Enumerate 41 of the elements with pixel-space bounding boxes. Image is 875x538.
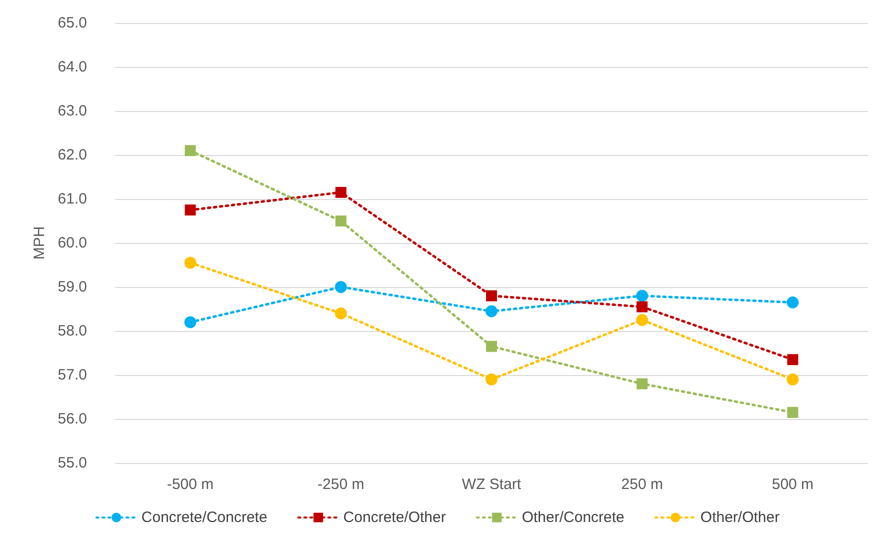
y-tick-label: 58.0 [58,322,87,340]
point [184,256,196,269]
legend-label: Concrete/Other [343,509,446,526]
y-tick-label: 64.0 [58,58,87,76]
legend-label: Concrete/Concrete [141,509,268,526]
y-axis-title: MPH [30,226,48,260]
point [787,354,798,366]
y-tick-label: 63.0 [58,102,87,120]
y-tick-label: 61.0 [58,190,87,208]
point [334,281,347,293]
point [636,314,648,326]
point [787,406,798,418]
y-tick-label: 56.0 [58,410,87,428]
point [486,340,497,352]
legend-label: Other/Other [700,509,780,526]
point [636,301,648,312]
point [786,373,799,386]
y-tick-label: 55.0 [58,454,87,472]
point [486,305,498,318]
point [184,145,196,156]
y-tick-label: 57.0 [58,366,87,384]
x-tick-label: 500 m [772,476,814,493]
point [334,307,347,320]
x-tick-label: 250 m [621,476,663,493]
point [486,290,497,302]
point [184,316,196,328]
point [636,290,648,302]
point [636,378,648,390]
x-tick-label: -250 m [318,476,364,493]
y-tick-label: 60.0 [58,234,87,252]
point [335,216,346,226]
y-tick-label: 59.0 [58,278,87,296]
y-tick-label: 62.0 [58,146,87,164]
point [184,204,196,216]
point [786,296,799,308]
y-tick-label: 65.0 [58,14,87,32]
legend-label: Other/Concrete [522,509,624,526]
x-tick-label: WZ Start [462,476,522,493]
point [486,373,498,386]
x-tick-label: -500 m [166,476,214,493]
point [335,186,346,198]
